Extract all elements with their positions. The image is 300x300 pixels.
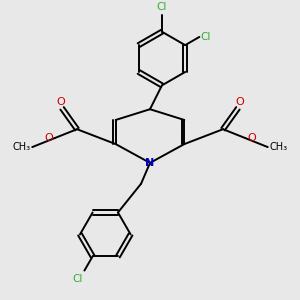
Text: N: N — [146, 158, 154, 168]
Text: O: O — [235, 97, 244, 107]
Text: O: O — [44, 133, 53, 143]
Text: Cl: Cl — [73, 274, 83, 284]
Text: O: O — [247, 133, 256, 143]
Text: Cl: Cl — [201, 32, 211, 42]
Text: CH₃: CH₃ — [269, 142, 287, 152]
Text: O: O — [56, 97, 65, 107]
Text: CH₃: CH₃ — [13, 142, 31, 152]
Text: Cl: Cl — [157, 2, 167, 12]
